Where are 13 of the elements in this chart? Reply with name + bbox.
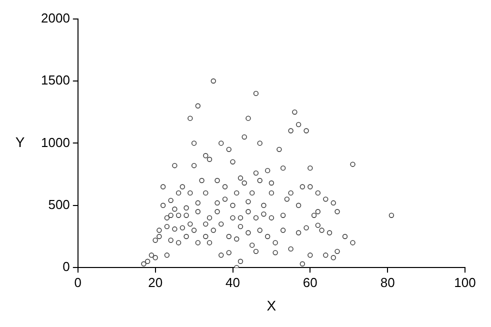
- y-tick-label: 1000: [41, 134, 70, 150]
- y-axis-title: Y: [15, 134, 26, 150]
- y-tick-label: 1500: [41, 72, 70, 88]
- y-tick-label: 2000: [41, 10, 70, 26]
- x-tick-label: 20: [148, 274, 163, 290]
- x-tick-label: 40: [226, 274, 240, 290]
- x-axis-title: X: [266, 297, 277, 314]
- x-tick-label: 60: [302, 274, 318, 290]
- x-tick-label: 100: [454, 274, 476, 290]
- y-tick-label: 0: [62, 259, 70, 274]
- y-tick-label: 500: [48, 196, 70, 212]
- x-tick-label: 80: [380, 274, 395, 290]
- x-tick-label: 0: [74, 274, 82, 290]
